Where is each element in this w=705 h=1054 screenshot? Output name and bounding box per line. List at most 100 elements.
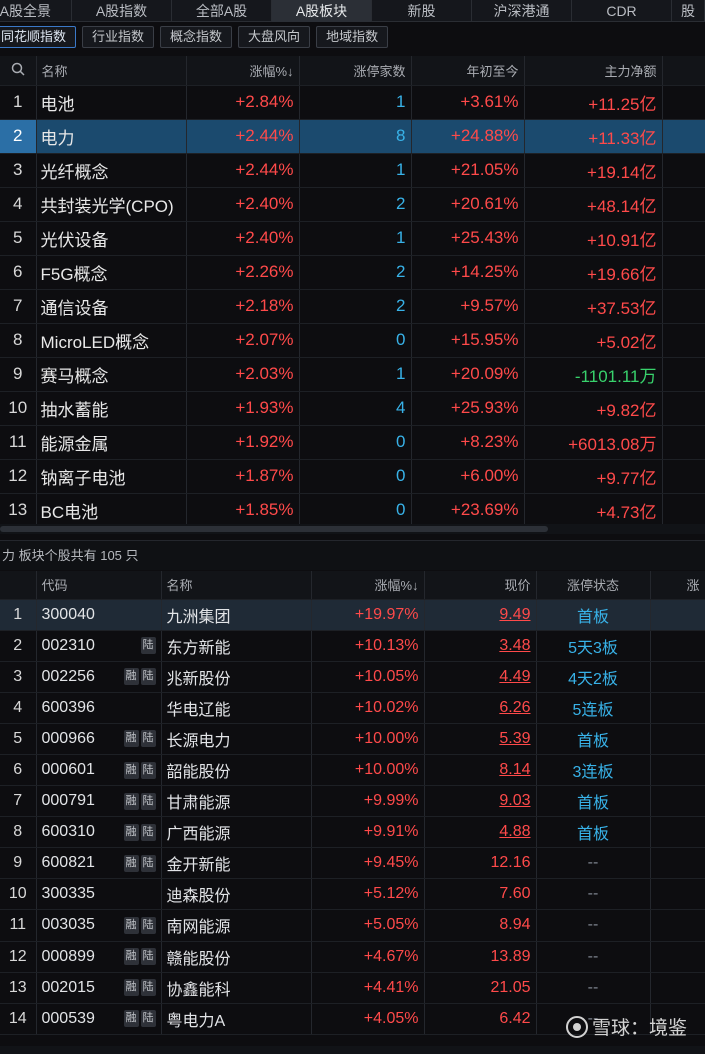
stock-code-cell: 000601 融陆	[36, 754, 162, 787]
stock-row[interactable]: 4 600396 华电辽能 +10.02% 6.26 5连板	[0, 692, 705, 724]
col-stock-name-header[interactable]: 名称	[161, 571, 312, 600]
section-title: 力 板块个股共有 105 只	[0, 540, 705, 570]
tab-7[interactable]: 股	[672, 0, 705, 22]
extra-cell	[662, 459, 705, 494]
col-limit-status-header[interactable]: 涨停状态	[536, 571, 651, 600]
limit-up-status: 3连板	[536, 754, 651, 787]
bottom-scroll-strip[interactable]	[0, 1046, 705, 1054]
extra-cell	[662, 289, 705, 324]
truncated-cell	[650, 599, 705, 631]
sector-row[interactable]: 5 光伏设备 +2.40% 1 +25.43% +10.91亿	[0, 221, 705, 256]
stock-name: 迪森股份	[161, 878, 312, 911]
row-index: 11	[0, 909, 37, 942]
index-category-1[interactable]: 行业指数	[82, 26, 155, 48]
col-stock-change-header[interactable]: 涨幅%↓	[311, 571, 425, 600]
stock-code-wrap: 300040	[42, 606, 156, 624]
ytd-change: +8.23%	[411, 425, 525, 460]
sector-row[interactable]: 1 电池 +2.84% 1 +3.61% +11.25亿	[0, 85, 705, 120]
stock-row[interactable]: 6 000601 融陆韶能股份 +10.00% 8.14 3连板	[0, 754, 705, 787]
truncated-cell	[650, 1003, 705, 1035]
search-icon[interactable]	[0, 56, 37, 86]
ytd-change: +6.00%	[411, 459, 525, 494]
margin-badge: 融	[123, 979, 139, 997]
tab-4[interactable]: 新股	[372, 0, 472, 22]
index-category-0[interactable]: 同花顺指数	[0, 26, 77, 48]
limit-up-status: 5天3板	[536, 630, 651, 662]
sector-row[interactable]: 4 共封装光学(CPO) +2.40% 2 +20.61% +48.14亿	[0, 187, 705, 222]
stock-code-wrap: 600821 融陆	[42, 854, 156, 872]
ytd-change: +9.57%	[411, 289, 525, 324]
col-net-flow-header[interactable]: 主力净额	[524, 56, 663, 86]
sector-row[interactable]: 9 赛马概念 +2.03% 1 +20.09% -1101.11万	[0, 357, 705, 392]
stock-code-cell: 002310 陆	[36, 630, 162, 662]
sector-table: 名称 涨幅%↓ 涨停家数 年初至今 主力净额 1 电池 +2.84% 1 +3.61% +…	[0, 56, 705, 528]
sector-row[interactable]: 13 BC电池 +1.85% 0 +23.69% +4.73亿	[0, 493, 705, 528]
change-pct: +1.93%	[186, 391, 300, 426]
stock-code-wrap: 002015 融陆	[42, 979, 156, 997]
row-index: 2	[0, 630, 37, 662]
stock-name: 金开新能	[161, 847, 312, 880]
stock-row[interactable]: 2 002310 陆东方新能 +10.13% 3.48 5天3板	[0, 630, 705, 662]
stock-price: 6.26	[424, 692, 537, 724]
stock-row[interactable]: 3 002256 融陆兆新股份 +10.05% 4.49 4天2板	[0, 661, 705, 693]
stock-row[interactable]: 12 000899 融陆赣能股份 +4.67% 13.89 --	[0, 941, 705, 973]
stock-code-cell: 300335	[36, 878, 162, 911]
stock-row[interactable]: 1 300040 九洲集团 +19.97% 9.49 首板	[0, 599, 705, 631]
row-index: 3	[0, 153, 37, 188]
sector-row[interactable]: 6 F5G概念 +2.26% 2 +14.25% +19.66亿	[0, 255, 705, 290]
main-net-flow: -1101.11万	[524, 357, 663, 392]
sector-row[interactable]: 2 电力 +2.44% 8 +24.88% +11.33亿	[0, 119, 705, 154]
tab-6[interactable]: CDR	[572, 0, 672, 22]
stock-name: 华电辽能	[161, 692, 312, 724]
stock-name: 赣能股份	[161, 941, 312, 973]
stock-row[interactable]: 13 002015 融陆协鑫能科 +4.41% 21.05 --	[0, 972, 705, 1004]
stock-row[interactable]: 9 600821 融陆金开新能 +9.45% 12.16 --	[0, 847, 705, 880]
limit-up-count: 4	[299, 391, 412, 426]
stock-change-pct: +5.05%	[311, 909, 425, 942]
tab-2[interactable]: 全部A股	[172, 0, 272, 22]
col-name-header[interactable]: 名称	[36, 56, 187, 86]
sector-row[interactable]: 7 通信设备 +2.18% 2 +9.57% +37.53亿	[0, 289, 705, 324]
sector-row[interactable]: 8 MicroLED概念 +2.07% 0 +15.95% +5.02亿	[0, 323, 705, 358]
tab-0[interactable]: A股全景	[0, 0, 72, 22]
col-ytd-header[interactable]: 年初至今	[411, 56, 525, 86]
stock-code-cell: 300040	[36, 599, 162, 631]
stock-code: 002310	[41, 636, 95, 654]
limit-up-count: 2	[299, 289, 412, 324]
col-truncated-header[interactable]: 涨	[650, 571, 705, 600]
stock-row[interactable]: 11 003035 融陆南网能源 +5.05% 8.94 --	[0, 909, 705, 942]
index-category-4[interactable]: 地域指数	[316, 26, 389, 48]
ytd-change: +15.95%	[411, 323, 525, 358]
margin-badge: 融	[123, 761, 139, 779]
stock-code: 000791	[41, 792, 95, 810]
index-category-3[interactable]: 大盘风向	[238, 26, 311, 48]
row-index: 6	[0, 754, 37, 787]
tab-3[interactable]: A股板块	[272, 0, 372, 22]
main-net-flow: +19.14亿	[524, 153, 663, 188]
sector-row[interactable]: 11 能源金属 +1.92% 0 +8.23% +6013.08万	[0, 425, 705, 460]
horizontal-scrollbar[interactable]	[0, 524, 705, 534]
ytd-change: +23.69%	[411, 493, 525, 528]
limit-up-count: 1	[299, 357, 412, 392]
row-index: 6	[0, 255, 37, 290]
col-code-header[interactable]: 代码	[36, 571, 162, 600]
scrollbar-thumb[interactable]	[0, 526, 548, 532]
stock-change-pct: +10.00%	[311, 754, 425, 787]
tab-1[interactable]: A股指数	[72, 0, 172, 22]
stock-row[interactable]: 7 000791 融陆甘肃能源 +9.99% 9.03 首板	[0, 785, 705, 818]
limit-up-status: --	[536, 847, 651, 880]
stock-row[interactable]: 10 300335 迪森股份 +5.12% 7.60 --	[0, 878, 705, 911]
tab-5[interactable]: 沪深港通	[472, 0, 572, 22]
sector-row[interactable]: 10 抽水蓄能 +1.93% 4 +25.93% +9.82亿	[0, 391, 705, 426]
sector-row[interactable]: 12 钠离子电池 +1.87% 0 +6.00% +9.77亿	[0, 459, 705, 494]
col-change-header[interactable]: 涨幅%↓	[186, 56, 300, 86]
col-price-header[interactable]: 现价	[424, 571, 537, 600]
stock-row[interactable]: 5 000966 融陆长源电力 +10.00% 5.39 首板	[0, 723, 705, 755]
sector-row[interactable]: 3 光纤概念 +2.44% 1 +21.05% +19.14亿	[0, 153, 705, 188]
stock-row[interactable]: 14 000539 融陆粤电力A +4.05% 6.42 --	[0, 1003, 705, 1035]
stock-row[interactable]: 8 600310 融陆广西能源 +9.91% 4.88 首板	[0, 816, 705, 849]
limit-up-status: 首板	[536, 599, 651, 631]
col-limit-up-header[interactable]: 涨停家数	[299, 56, 412, 86]
stock-change-pct: +10.02%	[311, 692, 425, 724]
index-category-2[interactable]: 概念指数	[160, 26, 233, 48]
